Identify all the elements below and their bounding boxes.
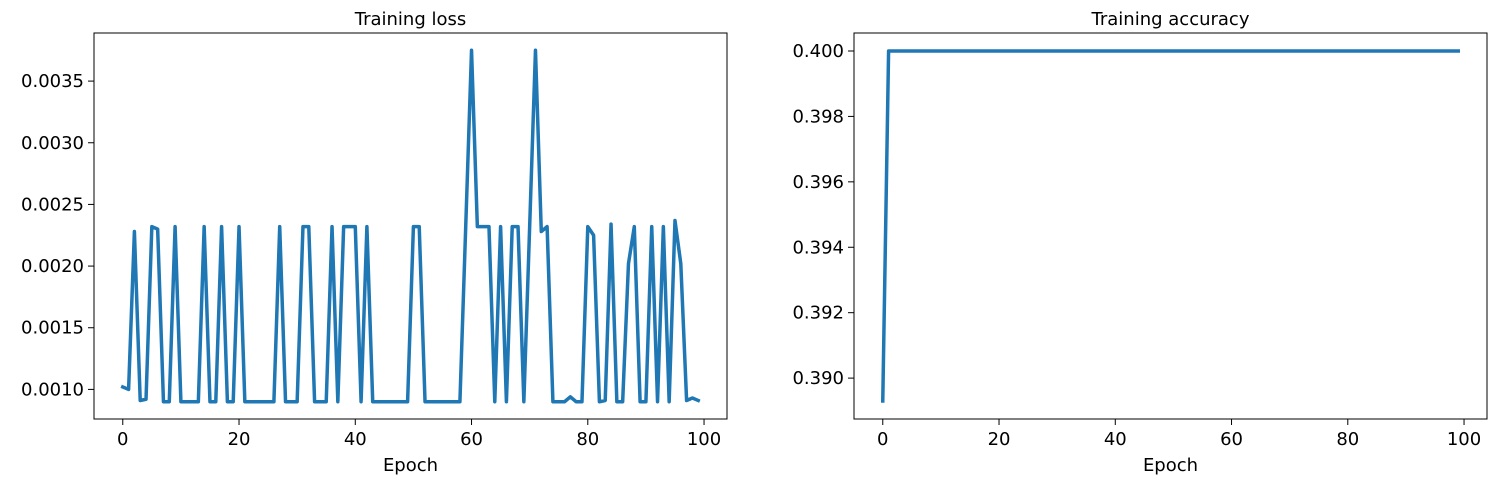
- series-line: [880, 49, 1460, 403]
- x-tick-label: 100: [687, 429, 721, 450]
- y-tick-label: 0.390: [792, 368, 844, 389]
- x-tick-label: 80: [1336, 429, 1359, 450]
- training-loss-chart: Training loss 0 20 40 60 80 100 0.0010 0.0015 0.0…: [21, 9, 728, 476]
- x-tick-label: 60: [1220, 429, 1243, 450]
- y-tick-label: 0.398: [792, 106, 844, 127]
- chart-title: Training accuracy: [1091, 9, 1250, 30]
- x-tick-label: 0: [877, 429, 888, 450]
- x-axis-label: Epoch: [383, 455, 438, 476]
- y-tick-label: 0.0015: [21, 318, 84, 339]
- y-tick-label: 0.392: [792, 303, 844, 324]
- x-tick-label: 80: [576, 429, 599, 450]
- y-tick-label: 0.394: [792, 237, 844, 258]
- y-tick-label: 0.0010: [21, 379, 84, 400]
- x-tick-label: 40: [344, 429, 367, 450]
- plot-frame: [93, 32, 728, 420]
- y-tick-label: 0.0020: [21, 256, 84, 277]
- y-tick-label: 0.0030: [21, 133, 84, 154]
- x-tick-label: 40: [1104, 429, 1127, 450]
- x-tick-label: 20: [988, 429, 1011, 450]
- x-axis-label: Epoch: [1143, 455, 1198, 476]
- y-tick-label: 0.0035: [21, 71, 84, 92]
- x-tick-label: 20: [228, 429, 251, 450]
- x-tick-label: 100: [1447, 429, 1481, 450]
- training-accuracy-chart: Training accuracy 0 20 40 60 80 100 0.390 0.392 0…: [792, 9, 1488, 476]
- x-tick-label: 0: [117, 429, 128, 450]
- y-tick-label: 0.396: [792, 172, 844, 193]
- y-tick-label: 0.400: [792, 41, 844, 62]
- x-tick-label: 60: [460, 429, 483, 450]
- series-line: [120, 48, 701, 404]
- chart-title: Training loss: [354, 9, 467, 30]
- y-tick-label: 0.0025: [21, 194, 84, 215]
- plot-frame: [853, 32, 1488, 420]
